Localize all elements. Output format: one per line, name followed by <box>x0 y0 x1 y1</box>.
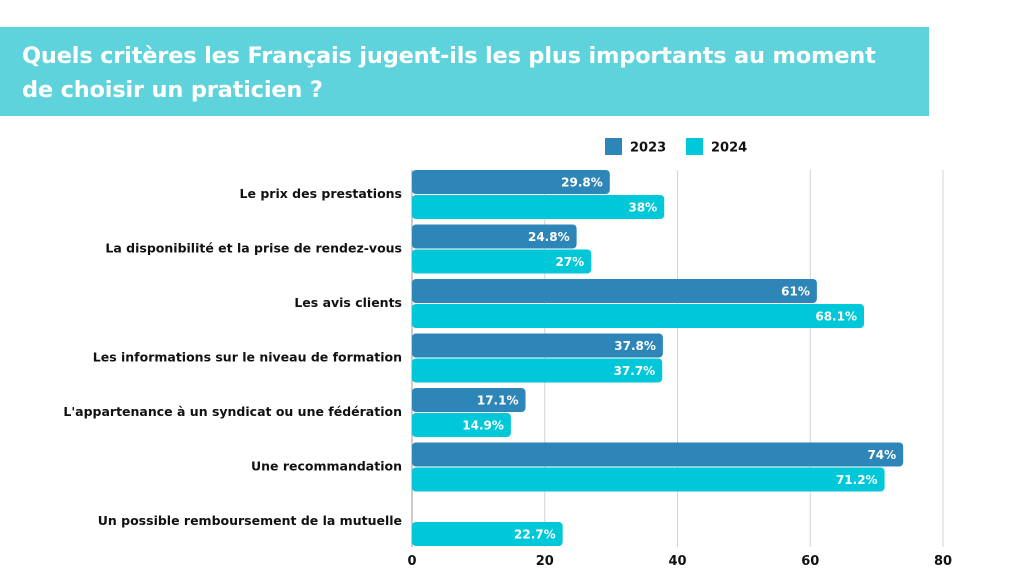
bar-2023 <box>412 279 817 303</box>
bar-data-label: 38% <box>628 201 657 215</box>
bar-data-label: 71.2% <box>836 473 878 487</box>
x-tick-label: 20 <box>536 554 554 569</box>
x-tick-label: 60 <box>801 554 819 569</box>
bar-2024 <box>412 195 665 219</box>
bar-2023 <box>412 388 526 412</box>
x-tick-label: 0 <box>407 554 416 569</box>
bar-data-label: 17.1% <box>477 394 519 408</box>
legend: 2023 2024 <box>605 138 747 156</box>
legend-label-2023: 2023 <box>630 141 666 156</box>
category-label: L'appartenance à un syndicat ou une fédé… <box>63 404 402 419</box>
bar-2024 <box>412 522 563 546</box>
category-label: La disponibilité et la prise de rendez-v… <box>105 241 402 256</box>
bar-2023 <box>412 442 904 467</box>
bar-data-label: 37.8% <box>614 339 656 353</box>
title-banner: Quels critères les Français jugent-ils l… <box>0 27 929 116</box>
bar-2023 <box>412 170 610 194</box>
bar-data-label: 74% <box>867 448 896 462</box>
bar-2023 <box>412 333 663 358</box>
x-tick-label: 80 <box>934 554 952 569</box>
category-label: Les informations sur le niveau de format… <box>93 350 402 365</box>
bar-2024 <box>412 413 511 437</box>
bar-data-label: 61% <box>781 285 810 299</box>
category-label: Un possible remboursement de la mutuelle <box>98 513 402 528</box>
chart-title: Quels critères les Français jugent-ils l… <box>22 43 876 103</box>
x-axis-ticks: 0 20 40 60 80 <box>407 554 952 569</box>
category-label: Les avis clients <box>294 295 402 310</box>
bar-data-label: 37.7% <box>614 364 656 378</box>
category-labels: Le prix des prestations La disponibilité … <box>63 186 402 528</box>
bar-2024 <box>412 249 592 274</box>
bar-2024 <box>412 358 663 383</box>
legend-label-2024: 2024 <box>711 141 747 156</box>
bar-2024 <box>412 304 865 328</box>
legend-swatch-2023 <box>605 138 622 155</box>
x-tick-label: 40 <box>668 554 686 569</box>
category-label: Le prix des prestations <box>240 186 402 201</box>
bar-data-label: 29.8% <box>561 176 603 190</box>
category-label: Une recommandation <box>251 459 402 474</box>
bar-2024 <box>412 467 885 492</box>
bars: 29.8% 38% 24.8% 27% 61% 68.1% 37.8% 37.7% 17.1% 1… <box>412 170 904 546</box>
legend-swatch-2024 <box>686 138 703 155</box>
bar-data-label: 68.1% <box>815 310 857 324</box>
bar-2023 <box>412 224 577 249</box>
bar-data-label: 24.8% <box>528 230 570 244</box>
bar-data-label: 14.9% <box>462 419 504 433</box>
bar-data-label: 27% <box>555 255 584 269</box>
bar-data-label: 22.7% <box>514 528 556 542</box>
